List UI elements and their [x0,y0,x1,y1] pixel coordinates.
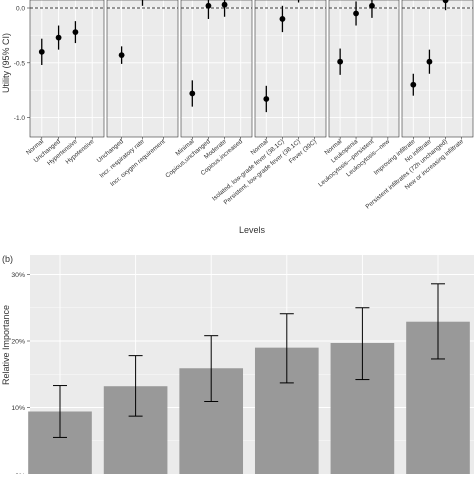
utility-point [279,16,286,22]
utility-point [118,52,125,59]
panel-b-label: (b) [2,254,13,264]
facet-panel [402,0,473,137]
utility-point [205,2,212,9]
facet-border [254,0,327,138]
utility-panel: Utility (95% CI) Levels -1.0-0.50.00.51.… [1,0,474,235]
levels-x-axis-label: Levels [239,225,266,235]
relative-importance-y-axis-label: Relative Importance [1,305,11,385]
importance-y-tick-label: 20% [11,339,25,346]
facet-panel [181,0,252,137]
utility-point [369,2,375,9]
utility-point [410,81,417,88]
facet-panel [255,0,326,137]
utility-point [353,10,359,17]
utility-point [337,58,344,65]
utility-y-tick-label: 0.0 [16,6,25,13]
utility-point [189,90,196,97]
utility-y-axis-label: Utility (95% CI) [1,33,11,93]
utility-point [442,0,449,4]
facet-panel [30,0,104,137]
facet-border [180,0,253,138]
facet-border [29,0,105,138]
utility-point [38,48,45,55]
importance-y-tick-label: 10% [11,405,25,412]
relative-importance-panel: (b) Relative Importance 10%20%30%0% [1,254,474,479]
utility-y-tick-label: -0.5 [14,60,26,67]
importance-y-tick-label: 30% [11,272,25,279]
utility-point [426,58,433,65]
utility-point [221,1,228,8]
utility-point [263,96,270,102]
utility-y-tick-label: -1.0 [14,115,26,122]
facet-border [401,0,474,138]
utility-point [72,29,79,36]
utility-point [55,34,62,41]
facet-border [328,0,400,138]
